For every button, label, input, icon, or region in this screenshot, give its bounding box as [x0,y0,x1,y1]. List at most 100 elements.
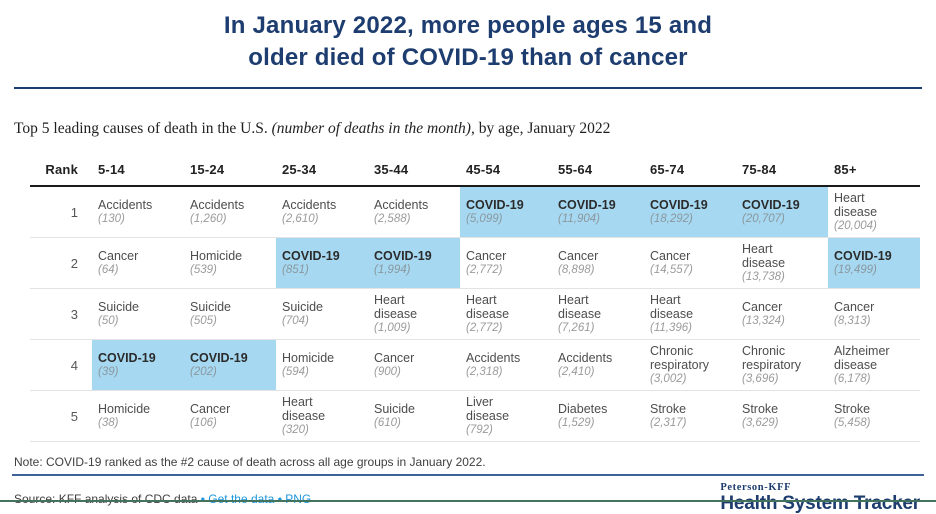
cause-name: Cancer [98,249,139,263]
death-count: (202) [190,366,217,378]
death-count: (2,772) [466,264,503,276]
get-the-data-link[interactable]: Get the data [208,492,275,506]
page-title-line2: older died of COVID-19 than of cancer [248,44,688,71]
cause-name: Heart disease [834,191,878,219]
cause-name: Cancer [190,402,231,416]
cause-cell-35-44-rank-1: Accidents (2,588) [368,186,460,238]
death-count: (594) [282,366,309,378]
death-count: (5,458) [834,417,871,429]
cause-name: Suicide [190,300,231,314]
cause-name: Heart disease [558,293,602,321]
death-count: (20,004) [834,220,877,232]
subtitle-prefix: Top 5 leading causes of death in the U.S… [14,120,272,137]
logo-peterson-kff: Peterson-KFF [720,482,792,493]
death-count: (64) [98,264,119,276]
cause-cell-25-34-rank-2: COVID-19 (851) [276,237,368,289]
cause-cell-5-14-rank-5: Homicide (38) [92,391,184,442]
death-count: (2,588) [374,213,411,225]
cause-name: Accidents [282,198,337,212]
cause-cell-25-34-rank-1: Accidents (2,610) [276,186,368,238]
cause-cell-85plus-rank-2: COVID-19 (19,499) [828,237,920,289]
cause-cell-45-54-rank-1: COVID-19 (5,099) [460,186,552,238]
cause-cell-55-64-rank-5: Diabetes (1,529) [552,391,644,442]
cause-cell-85plus-rank-1: Heart disease (20,004) [828,186,920,238]
cause-cell-15-24-rank-3: Suicide (505) [184,289,276,340]
cause-cell-5-14-rank-2: Cancer (64) [92,238,184,289]
cause-name: Heart disease [374,293,418,321]
cause-name: Heart disease [650,293,694,321]
table-row-rank-3: 3 Suicide (50) Suicide (505) Suicide (704) Hear… [30,289,920,340]
bullet-separator: • [277,492,282,506]
cause-cell-65-74-rank-1: COVID-19 (18,292) [644,186,736,238]
cause-name: COVID-19 [98,351,156,365]
cause-name: COVID-19 [742,198,800,212]
cause-name: COVID-19 [466,198,524,212]
rank-cell: 5 [70,408,78,424]
cause-cell-45-54-rank-3: Heart disease (2,772) [460,289,552,340]
rank-cell: 4 [70,357,78,373]
cause-name: Homicide [98,402,151,416]
cause-name: Cancer [466,249,507,263]
cause-name: Accidents [374,198,429,212]
cause-name: COVID-19 [834,249,892,263]
cause-name: Suicide [282,300,323,314]
cause-name: Heart disease [742,242,786,270]
death-count: (7,261) [558,322,595,334]
cause-cell-55-64-rank-4: Accidents (2,410) [552,340,644,391]
cause-name: COVID-19 [282,249,340,263]
death-count: (704) [282,315,309,327]
cause-name: Cancer [558,249,599,263]
death-count: (320) [282,424,309,436]
death-count: (792) [466,424,493,436]
cause-name: Homicide [190,249,243,263]
death-count: (1,529) [558,417,595,429]
cause-cell-75-84-rank-4: Chronic respiratory (3,696) [736,340,828,391]
cause-cell-75-84-rank-5: Stroke (3,629) [736,391,828,442]
death-count: (13,738) [742,271,785,283]
death-count: (1,994) [374,264,411,276]
cause-name: Chronic respiratory [742,344,802,372]
bottom-accent-bar [0,500,936,502]
cause-cell-45-54-rank-4: Accidents (2,318) [460,340,552,391]
cause-name: COVID-19 [374,249,432,263]
cause-cell-65-74-rank-5: Stroke (2,317) [644,391,736,442]
table-row-rank-2: 2 Cancer (64) Homicide (539) COVID-19 (851) COV… [30,237,920,289]
death-count: (3,696) [742,373,779,385]
table-row-rank-1: 1 Accidents (130) Accidents (1,260) Accidents… [30,186,920,238]
cause-cell-25-34-rank-5: Heart disease (320) [276,391,368,442]
death-count: (2,610) [282,213,319,225]
cause-cell-25-34-rank-4: Homicide (594) [276,340,368,391]
rank-cell: 1 [70,204,78,220]
cause-cell-85plus-rank-4: Alzheimer disease (6,178) [828,340,920,391]
subtitle-italic: (number of deaths in the month) [271,120,471,137]
cause-name: Diabetes [558,402,608,416]
death-count: (5,099) [466,213,503,225]
cause-name: Accidents [466,351,521,365]
death-count: (1,260) [190,213,227,225]
cause-cell-5-14-rank-1: Accidents (130) [92,186,184,238]
death-count: (39) [98,366,119,378]
page-title-line1: In January 2022, more people ages 15 and [223,12,713,39]
table-body: 1 Accidents (130) Accidents (1,260) Accidents… [30,186,920,442]
cause-cell-25-34-rank-3: Suicide (704) [276,289,368,340]
cause-cell-55-64-rank-1: COVID-19 (11,904) [552,186,644,238]
cause-cell-35-44-rank-5: Suicide (610) [368,391,460,442]
causes-of-death-table: Rank 5-14 15-24 25-34 35-44 45-54 55-64 65-74 75… [30,158,920,442]
cause-name: COVID-19 [650,198,708,212]
age-column-header-75-84: 75-84 [736,158,828,187]
cause-cell-35-44-rank-3: Heart disease (1,009) [368,289,460,340]
title-divider [14,87,922,89]
death-count: (1,009) [374,322,411,334]
png-link[interactable]: PNG [285,492,312,506]
cause-cell-75-84-rank-2: Heart disease (13,738) [736,238,828,289]
death-count: (8,313) [834,315,871,327]
cause-cell-15-24-rank-1: Accidents (1,260) [184,186,276,238]
table-row-rank-4: 4 COVID-19 (39) COVID-19 (202) Homicide (594) C… [30,339,920,391]
death-count: (505) [190,315,217,327]
age-column-header-85plus: 85+ [828,158,920,187]
age-column-header-5-14: 5-14 [92,158,184,187]
cause-cell-65-74-rank-4: Chronic respiratory (3,002) [644,340,736,391]
death-count: (900) [374,366,401,378]
cause-cell-75-84-rank-3: Cancer (13,324) [736,289,828,340]
cause-cell-35-44-rank-4: Cancer (900) [368,340,460,391]
